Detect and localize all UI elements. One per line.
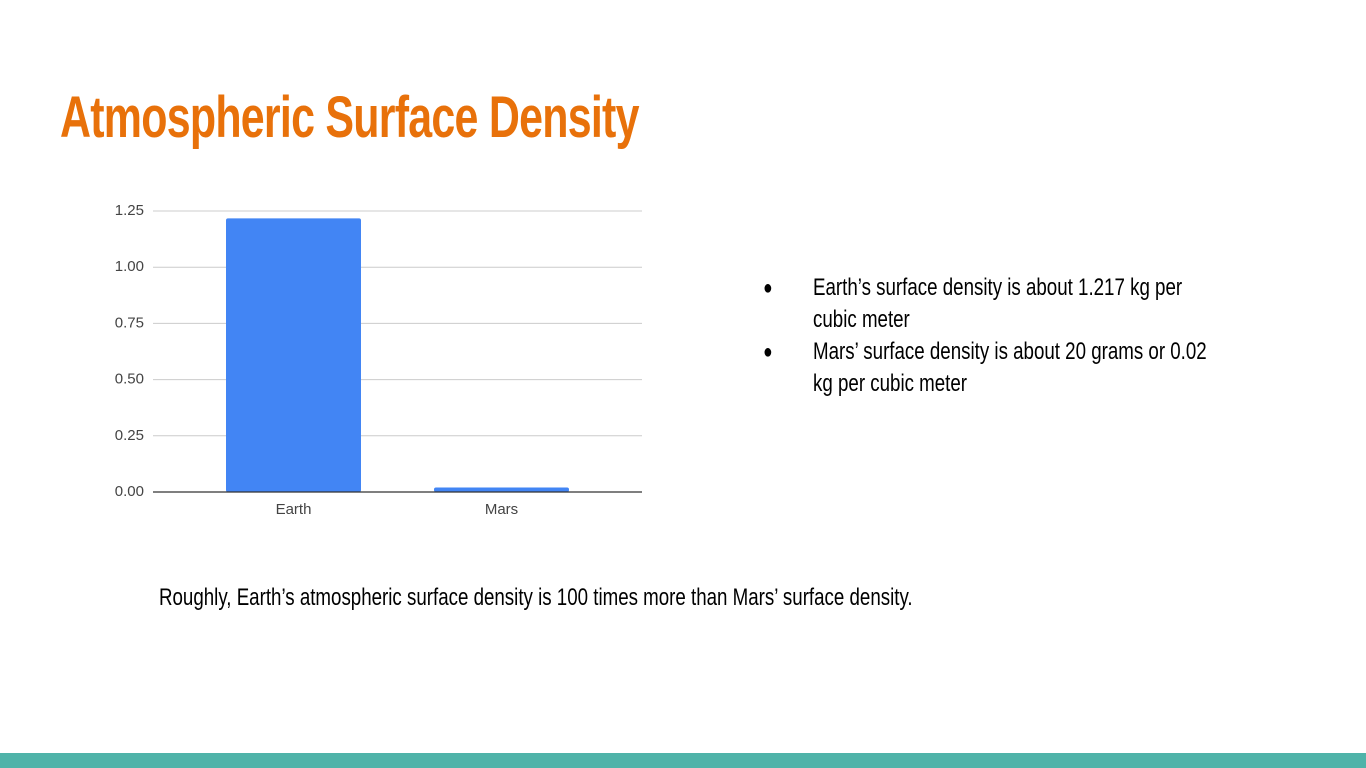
y-tick-label: 0.25 — [115, 427, 144, 444]
x-tick-label: Earth — [276, 501, 312, 518]
y-tick-label: 0.75 — [115, 314, 144, 331]
bullet: Mars’ surface density is about 20 grams … — [760, 336, 1212, 400]
bar — [226, 218, 361, 492]
y-tick-label: 1.00 — [115, 258, 144, 275]
note: Roughly, Earth’s atmospheric surface den… — [159, 584, 913, 611]
footer-band — [0, 753, 1366, 768]
bullet: Earth’s surface density is about 1.217 k… — [760, 272, 1212, 336]
y-tick-label: 0.00 — [115, 483, 144, 500]
y-tick-label: 1.25 — [115, 202, 144, 219]
slide-title: Atmospheric Surface Density — [60, 85, 639, 150]
chart: 0.00 0.25 0.50 0.75 1.00 1.25 Earth Mars — [115, 202, 642, 518]
x-tick-label: Mars — [485, 501, 518, 518]
bar — [434, 487, 569, 492]
bullet-list: Earth’s surface density is about 1.217 k… — [760, 272, 1212, 400]
y-tick-label: 0.50 — [115, 371, 144, 388]
